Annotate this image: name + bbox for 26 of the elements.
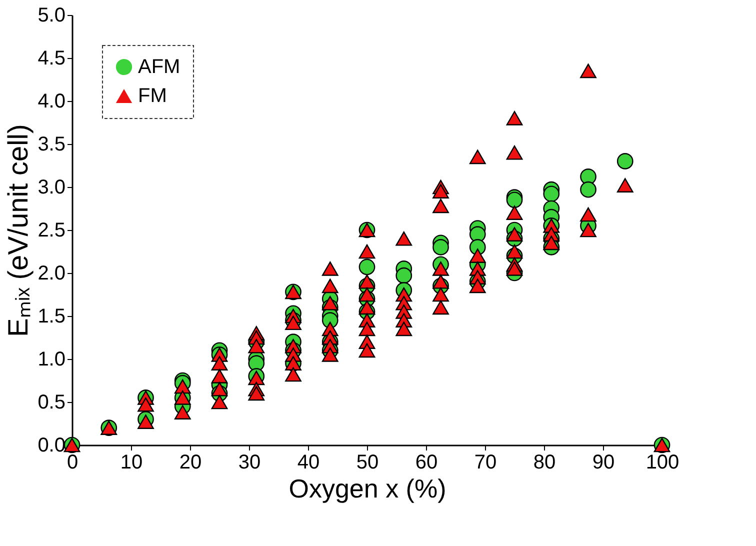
x-axis-title: Oxygen x (%)	[288, 474, 446, 504]
y-tick-label: 4.5	[38, 48, 66, 70]
legend-label: AFM	[138, 56, 180, 78]
x-tick-label: 40	[297, 452, 320, 474]
y-tick-label: 2.5	[38, 220, 66, 242]
x-tick-label: 50	[356, 452, 379, 474]
x-tick-label: 90	[592, 452, 615, 474]
x-tick-label: 60	[415, 452, 438, 474]
y-tick-label: 3.0	[38, 176, 66, 198]
x-tick-label: 10	[120, 452, 143, 474]
y-tick-label: 2.0	[38, 262, 66, 284]
x-tick-label: 80	[533, 452, 556, 474]
x-tick-label: 20	[179, 452, 202, 474]
legend-label: FM	[138, 85, 167, 107]
y-tick-label: 3.5	[38, 134, 66, 156]
y-axis-title: Eₘᵢₓ (eV/unit cell)	[2, 124, 34, 337]
x-tick-label: 0	[66, 452, 78, 474]
y-tick-label: 1.5	[38, 306, 66, 328]
y-tick-label: 0.0	[38, 434, 66, 456]
y-tick-label: 0.5	[38, 392, 66, 414]
x-tick-label: 30	[238, 452, 261, 474]
y-tick-label: 1.0	[38, 348, 66, 370]
x-tick-label: 100	[646, 452, 680, 474]
y-tick-label: 5.0	[38, 4, 66, 26]
y-tick-label: 4.0	[38, 90, 66, 112]
x-tick-label: 70	[474, 452, 497, 474]
